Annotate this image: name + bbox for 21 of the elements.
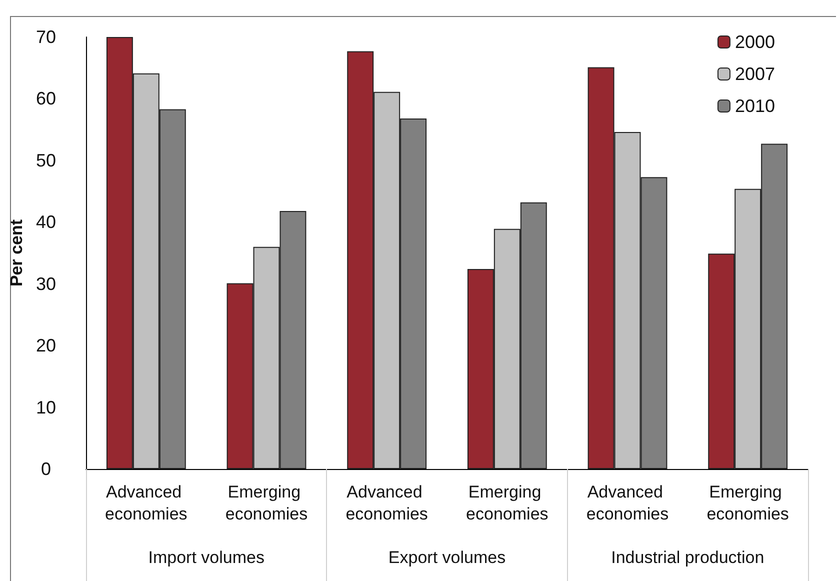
y-tick-label: 50	[36, 150, 56, 170]
x-tick-label: Advanced economies	[586, 482, 669, 524]
text: Export volumes	[388, 548, 506, 567]
x-tick-label: Advanced economies	[105, 482, 188, 524]
y-tick-label: 60	[36, 88, 56, 109]
y-tick-label: 40	[36, 212, 56, 232]
x-tick-label: Emerging economies	[706, 482, 789, 524]
legend-label: 2007	[734, 64, 776, 84]
legend-label: 2000	[734, 32, 776, 52]
x-tick-label: Emerging economies	[466, 482, 548, 524]
y-tick-label: 20	[36, 336, 56, 356]
text: Industrial production	[611, 548, 764, 567]
y-tick-label: 10	[36, 397, 56, 418]
y-tick-label: 0	[40, 459, 52, 479]
legend-label: 2010	[734, 96, 776, 116]
y-axis-title: Per cent	[7, 219, 26, 287]
text: Import volumes	[148, 548, 264, 567]
x-tick-label: Emerging economies	[225, 482, 308, 524]
y-tick-label: 70	[36, 27, 56, 47]
x-tick-label: Advanced economies	[346, 482, 428, 524]
y-tick-label: 30	[36, 274, 56, 294]
